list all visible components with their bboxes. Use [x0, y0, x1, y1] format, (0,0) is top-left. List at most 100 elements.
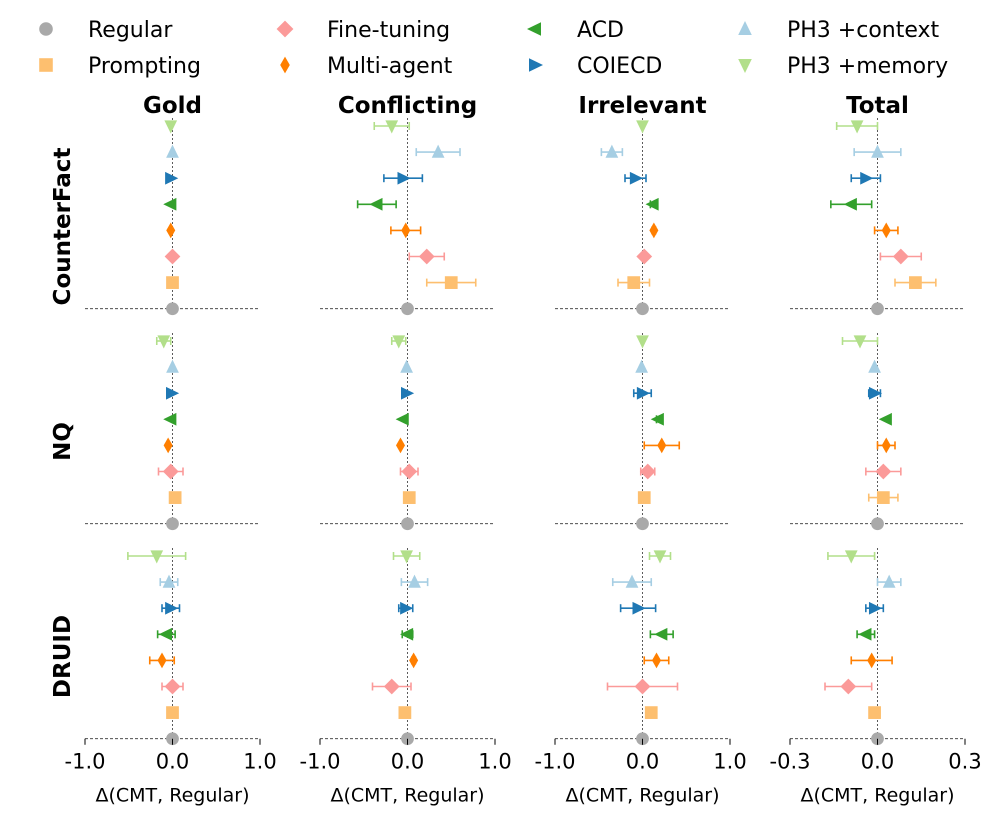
- marker-coiecd: [636, 386, 650, 400]
- point-acd: [395, 412, 409, 426]
- point-ph3-context: [853, 144, 902, 158]
- point-prompting: [166, 276, 179, 289]
- marker-multi-agent: [163, 437, 173, 454]
- point-multi-agent: [649, 222, 659, 239]
- marker-multi-agent: [649, 222, 659, 239]
- point-ph3-memory: [827, 550, 876, 564]
- point-fine-tuning: [164, 248, 181, 265]
- point-ph3-memory: [648, 550, 672, 564]
- point-ph3-memory: [155, 335, 172, 349]
- point-multi-agent: [850, 652, 893, 669]
- point-ph3-memory: [636, 335, 649, 349]
- marker-ph3-memory: [157, 335, 171, 349]
- marker-ph3-memory: [844, 550, 858, 564]
- marker-regular: [401, 517, 414, 531]
- column-title-irrelevant: Irrelevant: [578, 93, 706, 119]
- x-tick-label: 0.3: [948, 750, 981, 774]
- marker-ph3-memory: [853, 335, 867, 349]
- point-ph3-context: [868, 359, 881, 373]
- marker-ph3-context: [635, 359, 648, 373]
- marker-acd: [843, 197, 857, 211]
- marker-prompting: [168, 491, 182, 504]
- x-tick-label: 0.0: [156, 750, 189, 774]
- marker-coiecd: [401, 386, 415, 400]
- legend-marker-coiecd: [529, 58, 543, 72]
- marker-fine-tuning: [636, 248, 653, 265]
- x-axis-total: -0.3 0.0 0.3 Δ(CMT, Regular): [770, 738, 982, 807]
- legend-item-acd: ACD: [527, 18, 624, 43]
- x-tick-label: 0.0: [626, 750, 659, 774]
- point-prompting: [637, 491, 651, 504]
- legend-label-multi-agent: Multi-agent: [327, 54, 453, 79]
- point-prompting: [168, 491, 182, 504]
- marker-acd: [654, 627, 668, 641]
- marker-coiecd: [632, 601, 646, 615]
- point-ph3-context: [635, 359, 648, 373]
- marker-fine-tuning: [840, 678, 857, 695]
- marker-ph3-memory: [653, 550, 667, 564]
- point-acd: [856, 627, 876, 641]
- marker-coiecd: [629, 171, 643, 185]
- marker-acd: [158, 627, 172, 641]
- x-axis-label: Δ(CMT, Regular): [565, 785, 719, 807]
- row-labels: CounterFact NQ DRUID: [50, 148, 76, 699]
- point-acd: [356, 197, 397, 211]
- marker-multi-agent: [881, 222, 891, 239]
- x-tick-label: 1.0: [478, 750, 511, 774]
- point-multi-agent: [876, 437, 896, 454]
- point-prompting: [402, 491, 416, 504]
- point-ph3-memory: [636, 120, 649, 134]
- marker-multi-agent: [409, 652, 419, 669]
- marker-ph3-memory: [400, 550, 413, 564]
- legend-item-prompting: Prompting: [39, 54, 201, 79]
- marker-fine-tuning: [164, 678, 181, 695]
- x-tick-label: 1.0: [713, 750, 746, 774]
- point-ph3-memory: [841, 335, 879, 349]
- marker-prompting: [876, 491, 890, 504]
- marker-acd: [858, 627, 872, 641]
- point-ph3-memory: [127, 550, 187, 564]
- panel-counterfact-irrelevant: [555, 118, 730, 316]
- marker-acd: [163, 412, 177, 426]
- panel-counterfact-gold: [85, 118, 260, 316]
- marker-fine-tuning: [164, 248, 181, 265]
- point-multi-agent: [643, 652, 670, 669]
- legend-label-ph3-context: PH3 +context: [787, 18, 940, 43]
- marker-ph3-memory: [385, 120, 399, 134]
- marker-regular: [166, 302, 179, 316]
- marker-ph3-context: [882, 574, 896, 588]
- legend-marker-multi-agent: [280, 56, 290, 74]
- point-fine-tuning: [399, 463, 419, 480]
- point-ph3-memory: [390, 335, 407, 349]
- point-ph3-context: [611, 574, 653, 588]
- point-prompting: [425, 276, 477, 289]
- x-axis-conflicting: -1.0 0.0 1.0 Δ(CMT, Regular): [300, 738, 512, 807]
- marker-acd: [163, 197, 177, 211]
- legend-marker-acd: [527, 22, 541, 36]
- x-axis-label: Δ(CMT, Regular): [330, 785, 484, 807]
- point-ph3-memory: [835, 120, 879, 134]
- point-prompting: [617, 276, 651, 289]
- marker-prompting: [166, 276, 179, 289]
- marker-regular: [871, 517, 884, 531]
- column-title-gold: Gold: [143, 93, 202, 119]
- marker-ph3-context: [868, 359, 881, 373]
- x-axes: -1.0 0.0 1.0 Δ(CMT, Regular) -1.0 0.0 1.0 Δ(CMT…: [65, 738, 982, 807]
- point-regular: [401, 517, 414, 531]
- marker-prompting: [644, 706, 658, 719]
- legend-marker-fine-tuning: [276, 20, 294, 38]
- legend: Regular Fine-tuning ACD PH3 +context Prompti…: [39, 18, 948, 79]
- marker-ph3-context: [605, 144, 619, 158]
- x-tick-label: -1.0: [65, 750, 106, 774]
- marker-prompting: [444, 276, 458, 289]
- point-coiecd: [383, 171, 424, 185]
- marker-acd: [878, 412, 892, 426]
- marker-coiecd: [868, 386, 883, 400]
- point-ph3-memory: [373, 120, 411, 134]
- panel-counterfact-total: [790, 118, 965, 316]
- panel-druid-irrelevant: [555, 548, 730, 746]
- marker-fine-tuning: [383, 678, 400, 695]
- point-ph3-context: [166, 359, 179, 373]
- point-coiecd: [624, 171, 647, 185]
- point-multi-agent: [409, 652, 419, 669]
